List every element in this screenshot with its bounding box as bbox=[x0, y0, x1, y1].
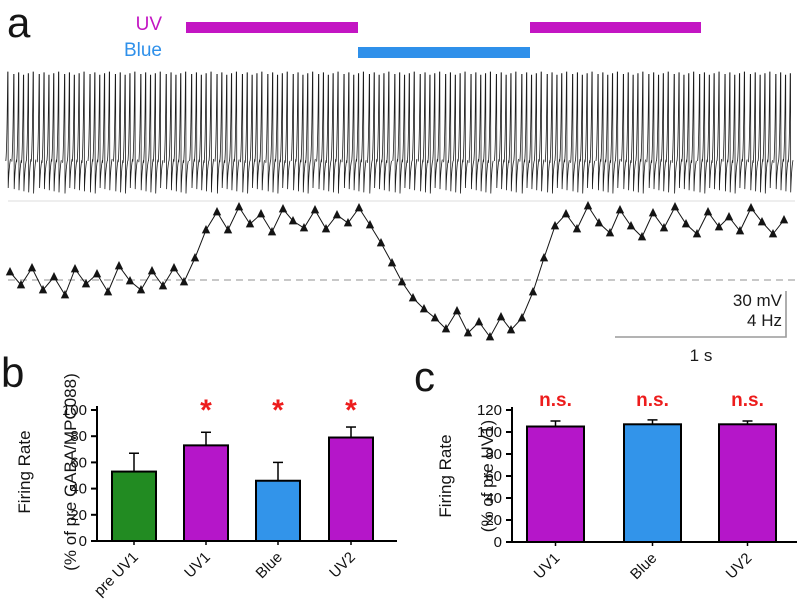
y-tick-label: 80 bbox=[70, 428, 87, 445]
x-category-label: UV2 bbox=[326, 549, 359, 582]
scale-bar-lines bbox=[615, 291, 787, 338]
y-tick-label: 20 bbox=[485, 512, 502, 529]
bar-UV1 bbox=[183, 444, 229, 542]
bar-UV1 bbox=[526, 425, 585, 543]
spike-train-path bbox=[5, 71, 794, 194]
panel-b-bar-chart: 0 20 40 60 80 100 pre UV1 UV1 * Blue * UV2 * bbox=[62, 394, 397, 600]
blue-stimulus-label: Blue bbox=[123, 40, 162, 61]
bar-Blue bbox=[255, 479, 301, 542]
panel-b-label: b bbox=[1, 349, 25, 396]
uv-stimulus-bar-1 bbox=[186, 22, 358, 33]
x-category-label: Blue bbox=[253, 549, 286, 582]
significance-marker: n.s. bbox=[731, 390, 764, 411]
firing-rate-trace-markers bbox=[5, 201, 789, 341]
significance-marker: * bbox=[200, 394, 212, 427]
uv-stimulus-label: UV bbox=[135, 14, 162, 35]
firing-rate-trace-line bbox=[9, 204, 785, 338]
x-category-label: UV1 bbox=[181, 549, 214, 582]
bar-UV2 bbox=[328, 436, 374, 543]
y-tick-label: 20 bbox=[70, 507, 87, 524]
x-category-label: Blue bbox=[627, 550, 660, 583]
panel-c-label: c bbox=[414, 353, 435, 400]
y-tick-label: 80 bbox=[485, 446, 502, 463]
bar-pre-UV1 bbox=[111, 470, 157, 543]
significance-marker: * bbox=[272, 394, 284, 427]
y-tick-label: 0 bbox=[79, 533, 87, 550]
bar-UV2 bbox=[718, 423, 777, 543]
rate-scale-label: 4 Hz bbox=[747, 311, 782, 330]
panel-a-plot bbox=[5, 71, 795, 341]
panel-a-label: a bbox=[7, 0, 31, 46]
stimulus-bars-layer bbox=[0, 0, 800, 70]
time-scale-label: 1 s bbox=[689, 346, 713, 365]
y-tick-label: 40 bbox=[485, 490, 502, 507]
panel-c-bar-chart: 0 20 40 60 80 100 120 UV1 n.s. Blue n.s. UV2 n.s. bbox=[477, 390, 797, 583]
significance-marker: n.s. bbox=[636, 390, 669, 411]
significance-marker: * bbox=[345, 394, 357, 427]
voltage-scale-label: 30 mV bbox=[732, 291, 782, 310]
x-category-label: pre UV1 bbox=[91, 549, 142, 600]
y-tick-label: 60 bbox=[70, 454, 87, 471]
y-tick-label: 60 bbox=[485, 468, 502, 485]
bar-Blue bbox=[623, 423, 682, 543]
y-tick-label: 0 bbox=[494, 534, 502, 551]
x-category-label: UV2 bbox=[723, 550, 756, 583]
x-category-label: UV1 bbox=[531, 550, 564, 583]
uv-stimulus-bar-2 bbox=[530, 22, 701, 33]
significance-marker: n.s. bbox=[539, 390, 572, 411]
blue-stimulus-bar bbox=[358, 47, 530, 58]
y-tick-label: 100 bbox=[477, 424, 502, 441]
y-tick-label: 120 bbox=[477, 402, 502, 419]
y-tick-label: 40 bbox=[70, 481, 87, 498]
y-tick-label: 100 bbox=[62, 402, 87, 419]
